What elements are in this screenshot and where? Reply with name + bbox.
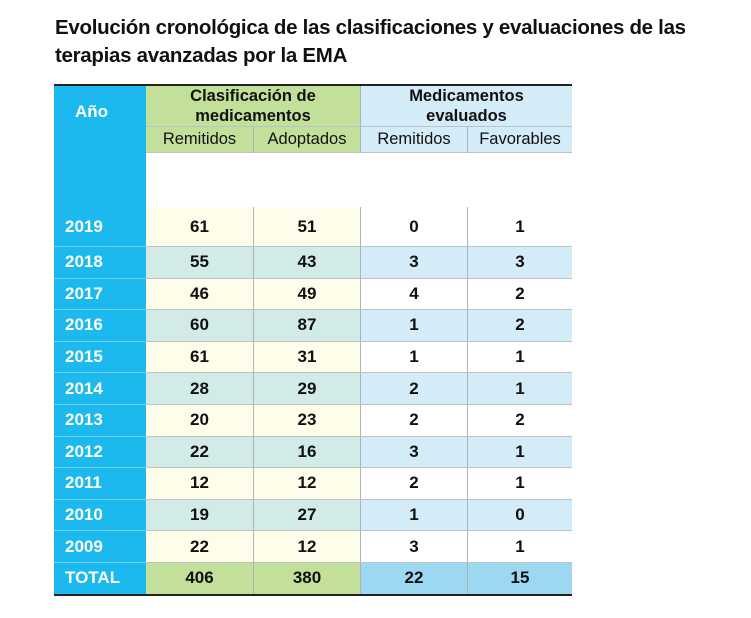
- value-cell: 0: [361, 207, 468, 247]
- year-cell: 2015: [54, 341, 146, 374]
- table-row: 2009 22 12 3 1: [54, 531, 572, 563]
- value-cell: 3: [361, 436, 468, 469]
- year-cell: 2019: [54, 207, 146, 247]
- table-row: 2013 20 23 2 2: [54, 404, 572, 437]
- header-year-label: Año: [75, 102, 109, 121]
- total-cell: 22: [361, 562, 468, 594]
- value-cell: 1: [468, 468, 572, 500]
- value-cell: 3: [361, 531, 468, 563]
- subheader-favorables: Favorables: [468, 127, 572, 153]
- year-cell: 2018: [54, 247, 146, 279]
- value-cell: 87: [254, 310, 361, 342]
- header-evaluados: Medicamentos evaluados: [361, 86, 572, 127]
- total-label: TOTAL: [54, 562, 146, 594]
- value-cell: 4: [361, 278, 468, 311]
- header-year: Año: [54, 86, 146, 207]
- year-cell: 2011: [54, 468, 146, 500]
- value-cell: 3: [361, 247, 468, 279]
- subheader-adoptados: Adoptados: [254, 127, 361, 153]
- value-cell: 31: [254, 341, 361, 374]
- data-table: Año Clasificación de medicamentos Medica…: [54, 84, 572, 596]
- table-row: 2016 60 87 1 2: [54, 310, 572, 342]
- value-cell: 3: [468, 247, 572, 279]
- table-row: 2010 19 27 1 0: [54, 499, 572, 532]
- value-cell: 1: [468, 531, 572, 563]
- subheader-remitidos-eval: Remitidos: [361, 127, 468, 153]
- value-cell: 55: [146, 247, 254, 279]
- value-cell: 12: [146, 468, 254, 500]
- value-cell: 49: [254, 278, 361, 311]
- value-cell: 1: [468, 207, 572, 247]
- value-cell: 19: [146, 499, 254, 532]
- value-cell: 1: [468, 341, 572, 374]
- value-cell: 61: [146, 341, 254, 374]
- value-cell: 1: [468, 373, 572, 405]
- value-cell: 1: [361, 499, 468, 532]
- table-row: 2015 61 31 1 1: [54, 341, 572, 374]
- year-cell: 2017: [54, 278, 146, 311]
- year-cell: 2013: [54, 404, 146, 437]
- value-cell: 12: [254, 531, 361, 563]
- value-cell: 2: [361, 468, 468, 500]
- value-cell: 1: [468, 436, 572, 469]
- year-cell: 2012: [54, 436, 146, 469]
- value-cell: 23: [254, 404, 361, 437]
- total-row: TOTAL 406 380 22 15: [54, 562, 572, 594]
- value-cell: 0: [468, 499, 572, 532]
- table-row: 2014 28 29 2 1: [54, 373, 572, 405]
- value-cell: 29: [254, 373, 361, 405]
- value-cell: 43: [254, 247, 361, 279]
- value-cell: 2: [468, 278, 572, 311]
- value-cell: 12: [254, 468, 361, 500]
- value-cell: 20: [146, 404, 254, 437]
- value-cell: 2: [361, 404, 468, 437]
- value-cell: 60: [146, 310, 254, 342]
- table-row: 2019 61 51 0 1: [54, 207, 572, 247]
- total-cell: 406: [146, 562, 254, 594]
- value-cell: 28: [146, 373, 254, 405]
- value-cell: 27: [254, 499, 361, 532]
- value-cell: 2: [468, 310, 572, 342]
- header-clasificacion: Clasificación de medicamentos: [146, 86, 361, 127]
- value-cell: 16: [254, 436, 361, 469]
- value-cell: 22: [146, 531, 254, 563]
- year-cell: 2014: [54, 373, 146, 405]
- year-cell: 2016: [54, 310, 146, 342]
- value-cell: 1: [361, 341, 468, 374]
- table-row: 2011 12 12 2 1: [54, 468, 572, 500]
- value-cell: 2: [361, 373, 468, 405]
- table-title: Evolución cronológica de las clasificaci…: [55, 16, 686, 67]
- table-row: 2017 46 49 4 2: [54, 278, 572, 311]
- value-cell: 2: [468, 404, 572, 437]
- value-cell: 1: [361, 310, 468, 342]
- total-cell: 380: [254, 562, 361, 594]
- value-cell: 51: [254, 207, 361, 247]
- total-cell: 15: [468, 562, 572, 594]
- value-cell: 22: [146, 436, 254, 469]
- table-row: 2018 55 43 3 3: [54, 247, 572, 279]
- year-cell: 2009: [54, 531, 146, 563]
- value-cell: 61: [146, 207, 254, 247]
- table-row: 2012 22 16 3 1: [54, 436, 572, 469]
- subheader-remitidos: Remitidos: [146, 127, 254, 153]
- value-cell: 46: [146, 278, 254, 311]
- year-cell: 2010: [54, 499, 146, 532]
